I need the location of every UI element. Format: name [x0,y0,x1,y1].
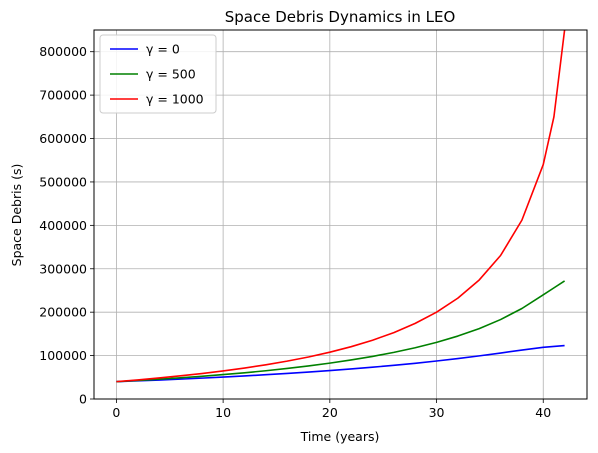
y-tick-label: 600000 [39,131,87,146]
legend-box [99,34,217,114]
y-tick-label: 0 [79,392,87,407]
y-tick-label: 700000 [39,88,87,103]
y-axis-label: Space Debris (s) [9,164,24,267]
x-axis-label: Time (years) [300,429,380,444]
y-tick-label: 300000 [39,261,87,276]
legend-label: γ = 500 [146,67,196,82]
y-tick-label: 200000 [39,305,87,320]
x-tick-label: 30 [429,405,445,420]
series-line-2 [116,29,566,383]
axis-ticks: 0 10 20 30 40 0 100000 200000 300000 400000 500000… [39,44,551,420]
y-tick-label: 500000 [39,174,87,189]
series-line-1 [116,280,566,383]
x-tick-label: 20 [322,405,338,420]
y-tick-label: 100000 [39,348,87,363]
legend-label: γ = 1000 [146,92,204,107]
series-layer [116,29,566,383]
plot-frame [93,29,588,400]
y-tick-label: 400000 [39,218,87,233]
legend: γ = 0 γ = 500 γ = 1000 [99,34,217,114]
chart-title: Space Debris Dynamics in LEO [225,8,456,26]
x-tick-label: 0 [112,405,120,420]
x-tick-label: 40 [535,405,551,420]
legend-label: γ = 0 [146,42,180,57]
series-line-0 [116,344,565,383]
x-tick-label: 10 [215,405,231,420]
y-tick-label: 800000 [39,44,87,59]
